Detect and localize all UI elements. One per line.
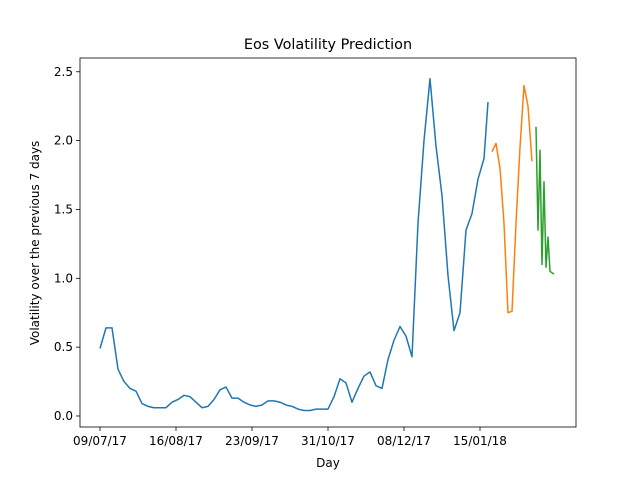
y-tick-label: 0.5 (54, 340, 73, 354)
series-line (491, 84, 533, 314)
series-line (99, 77, 489, 412)
plot-frame (79, 57, 577, 428)
y-tick-label: 2.5 (54, 65, 73, 79)
x-tick-label: 16/08/17 (149, 434, 203, 448)
y-axis-label: Volatility over the previous 7 days (28, 141, 42, 346)
x-tick-label: 09/07/17 (73, 434, 127, 448)
x-tick-label: 15/01/18 (453, 434, 507, 448)
x-tick-label: 31/10/17 (301, 434, 355, 448)
y-tick-label: 1.0 (54, 271, 73, 285)
x-axis-label: Day (316, 456, 340, 470)
y-tick-label: 2.0 (54, 134, 73, 148)
chart-title: Eos Volatility Prediction (244, 37, 412, 53)
y-tick-label: 0.0 (54, 409, 73, 423)
series-line (535, 126, 555, 275)
x-tick-label: 23/09/17 (225, 434, 279, 448)
x-tick-label: 08/12/17 (377, 434, 431, 448)
y-tick-label: 1.5 (54, 202, 73, 216)
